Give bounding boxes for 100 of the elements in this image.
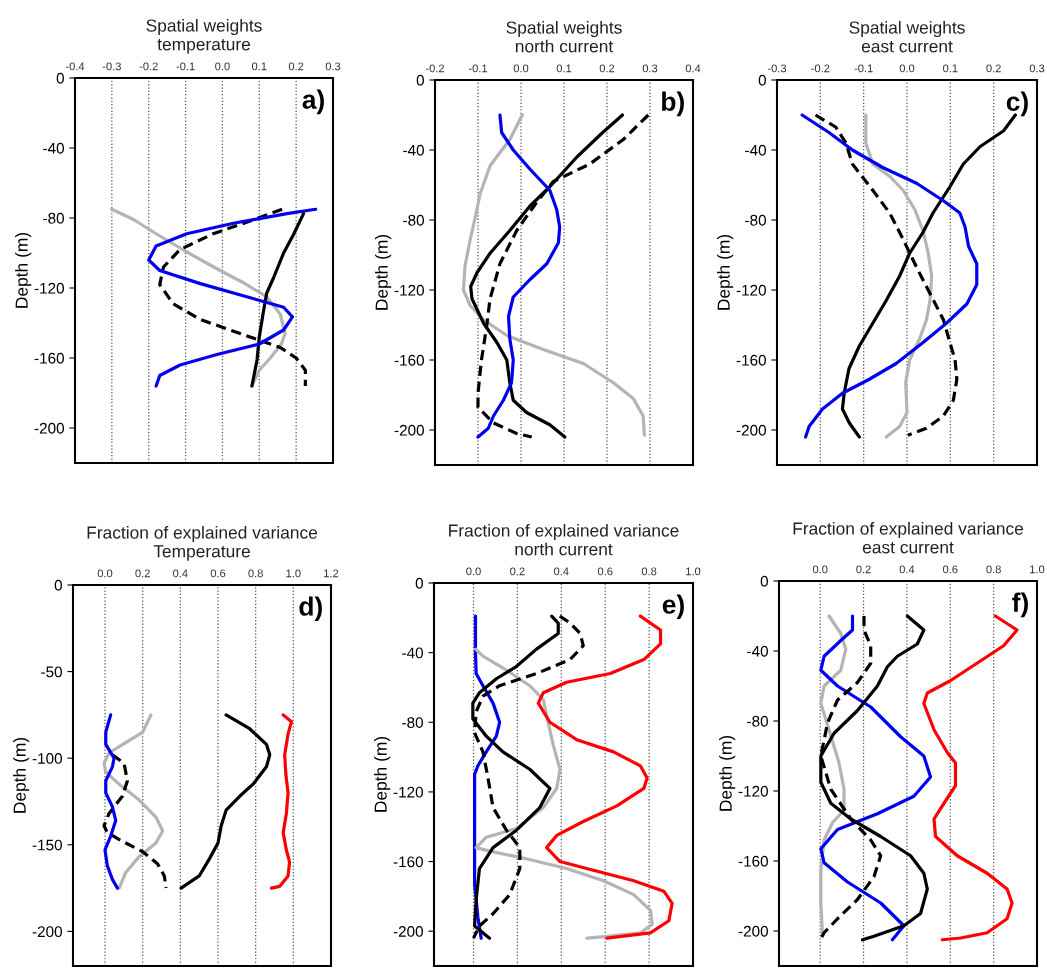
y-tick-label: -160 xyxy=(394,354,424,366)
line-series xyxy=(102,713,165,890)
x-tick-label: 0.0 xyxy=(899,64,915,73)
line-series xyxy=(102,753,168,890)
chart-title: Fraction of explained variance north current xyxy=(449,523,679,556)
x-tick-label: 0.8 xyxy=(641,567,657,576)
annotation: b) xyxy=(662,91,684,117)
x-tick-label: 0.3 xyxy=(325,62,341,71)
x-tick-label: 1.0 xyxy=(686,567,701,576)
y-tick-label: -120 xyxy=(738,785,768,797)
line-series xyxy=(864,113,934,439)
y-tick-label: -160 xyxy=(34,352,64,364)
y-tick-label: 0 xyxy=(758,74,766,86)
y-tick-label: -160 xyxy=(736,354,766,366)
y-tick-label: -120 xyxy=(393,786,423,798)
y-tick-label: -40 xyxy=(403,144,424,156)
y-tick-label: -40 xyxy=(747,645,768,657)
y-tick-label: -120 xyxy=(736,284,766,296)
x-tick-label: 0.8 xyxy=(986,565,1001,574)
y-tick-label: -40 xyxy=(745,144,766,156)
x-tick-label: 0.4 xyxy=(554,567,569,576)
x-tick-label: 1.0 xyxy=(286,569,301,578)
y-tick-label: -80 xyxy=(402,717,423,728)
line-series xyxy=(800,113,979,439)
y-tick-label: 0 xyxy=(416,74,424,86)
x-tick-label: 0.2 xyxy=(856,565,871,574)
x-tick-label: -0.3 xyxy=(102,62,121,71)
y-tick-label: -200 xyxy=(738,925,768,937)
x-tick-label: 0.0 xyxy=(97,569,113,578)
x-tick-label: -0.1 xyxy=(176,62,195,71)
x-tick-label: 0.2 xyxy=(135,569,150,578)
y-tick-label: -200 xyxy=(394,424,424,436)
x-tick-label: 0.6 xyxy=(210,569,226,578)
y-tick-label: 0 xyxy=(56,72,64,84)
x-tick-label: 0.2 xyxy=(510,567,525,576)
x-tick-label: 0.0 xyxy=(812,565,828,574)
x-tick-label: 0.2 xyxy=(288,62,304,71)
y-tick-label: -120 xyxy=(34,282,64,294)
y-tick-label: -160 xyxy=(738,855,768,867)
x-tick-label: 0.2 xyxy=(986,64,1001,73)
x-tick-label: 0.1 xyxy=(556,64,572,73)
y-axis-title: Depth (m) xyxy=(13,737,30,813)
x-tick-label: 1.2 xyxy=(324,569,339,578)
chart-title: Fraction of explained variance Temperature xyxy=(87,525,318,561)
y-axis-title: Depth (m) xyxy=(375,234,392,310)
chart-title: Fraction of explained variance east current xyxy=(793,521,1024,554)
x-tick-label: -0.2 xyxy=(139,62,158,71)
y-tick-label: -200 xyxy=(393,926,423,937)
x-tick-label: 0.6 xyxy=(942,565,958,574)
y-axis-title: Depth (m) xyxy=(719,735,736,811)
line-series xyxy=(471,614,585,940)
line-series xyxy=(110,207,287,388)
y-tick-label: -200 xyxy=(34,422,64,434)
chart-title: Spatial weights temperature xyxy=(146,18,262,54)
annotation: f) xyxy=(1012,592,1028,618)
y-tick-label: -40 xyxy=(402,647,423,659)
x-tick-label: 0.0 xyxy=(513,64,529,73)
x-tick-label: 0.0 xyxy=(466,567,481,576)
x-tick-label: 0.4 xyxy=(685,64,701,73)
x-tick-label: -0.3 xyxy=(767,64,787,73)
x-tick-label: -0.4 xyxy=(65,62,85,71)
x-tick-label: 0.0 xyxy=(215,62,230,71)
annotation: d) xyxy=(299,596,322,622)
y-tick-label: 0 xyxy=(54,579,62,591)
x-tick-label: 0.1 xyxy=(943,64,958,73)
y-tick-label: -100 xyxy=(32,753,62,764)
line-series xyxy=(179,713,272,890)
y-tick-label: -120 xyxy=(394,284,424,296)
x-tick-label: -0.2 xyxy=(425,64,445,73)
y-tick-label: -80 xyxy=(43,212,64,224)
y-tick-label: -80 xyxy=(747,715,768,727)
y-tick-label: -40 xyxy=(43,142,64,154)
x-tick-label: -0.1 xyxy=(854,64,873,73)
x-tick-label: 0.1 xyxy=(252,62,267,71)
chart-title: Spatial weights north current xyxy=(506,20,622,53)
y-tick-label: -80 xyxy=(403,214,424,226)
y-tick-label: -50 xyxy=(41,666,62,678)
y-axis-title: Depth (m) xyxy=(15,232,32,308)
x-tick-label: -0.1 xyxy=(468,64,488,73)
annotation: e) xyxy=(662,594,684,620)
y-tick-label: -80 xyxy=(745,214,766,226)
y-tick-label: -200 xyxy=(32,926,62,938)
x-tick-label: 1.0 xyxy=(1030,565,1045,574)
y-tick-label: -160 xyxy=(393,856,423,868)
y-tick-label: 0 xyxy=(760,575,768,587)
annotation: c) xyxy=(1006,91,1028,117)
chart-title: Spatial weights east current xyxy=(849,20,965,53)
y-tick-label: -150 xyxy=(32,839,62,851)
y-axis-title: Depth (m) xyxy=(374,736,391,812)
x-tick-label: 0.4 xyxy=(899,565,915,574)
y-axis-title: Depth (m) xyxy=(717,234,734,310)
y-tick-label: 0 xyxy=(415,577,423,589)
line-series xyxy=(476,113,562,439)
line-series xyxy=(103,713,120,890)
x-tick-label: 0.8 xyxy=(248,569,263,578)
x-tick-label: 0.3 xyxy=(642,64,658,73)
y-tick-label: -200 xyxy=(736,424,766,436)
x-tick-label: 0.6 xyxy=(597,567,613,576)
line-series xyxy=(269,713,294,890)
x-tick-label: 0.3 xyxy=(1029,64,1045,73)
